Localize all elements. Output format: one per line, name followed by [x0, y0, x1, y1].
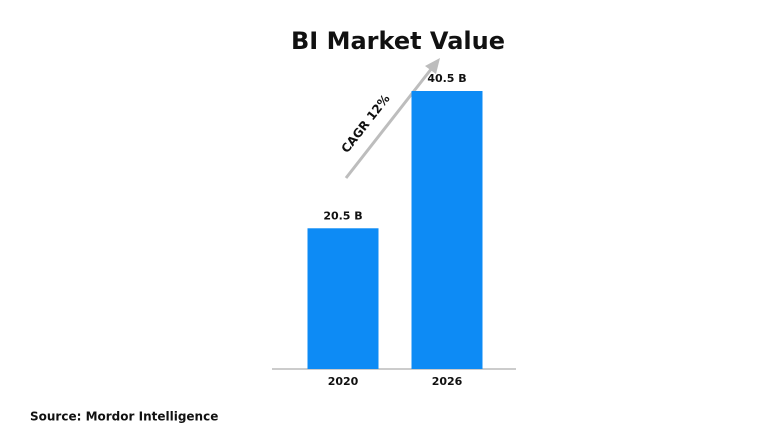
cagr-arrow-line [344, 67, 434, 179]
bar [411, 91, 483, 369]
value-label: 20.5 B [323, 209, 362, 222]
annotation: CAGR 12% [339, 92, 393, 156]
x-tick-label: 2020 [328, 375, 359, 388]
value-label: 40.5 B [427, 72, 466, 85]
chart-title: BI Market Value [291, 27, 505, 55]
cagr-arrow-head [425, 58, 440, 74]
source: Source: Mordor Intelligence [30, 410, 218, 424]
x-tick-label: 2026 [432, 375, 463, 388]
bar [307, 228, 379, 369]
